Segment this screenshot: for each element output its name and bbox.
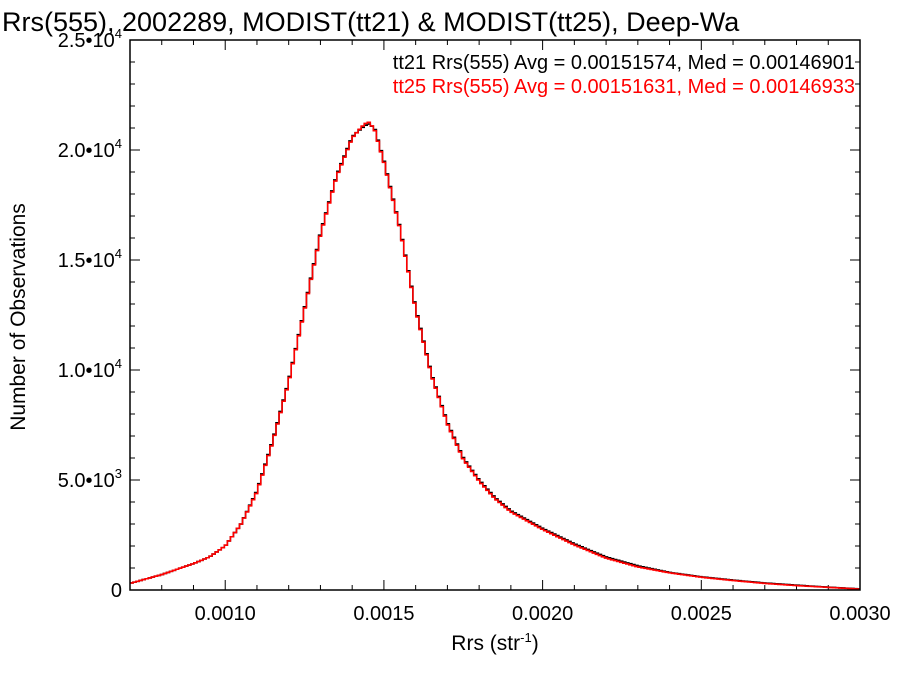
x-axis-ticks: 0.0010 0.0015 0.0020 0.0025 0.0030 (129, 40, 891, 625)
y-tick-label: 0 (111, 580, 122, 602)
y-axis-label: Number of Observations (7, 203, 30, 431)
y-tick-label: 2.0•104 (58, 136, 122, 162)
x-tick-label: 0.0030 (829, 603, 890, 625)
chart-title: Rrs(555), 2002289, MODIST(tt21) & MODIST… (2, 7, 740, 37)
legend: tt21 Rrs(555) Avg = 0.00151574, Med = 0.… (393, 52, 855, 98)
series-line-tt25 (130, 121, 860, 590)
x-tick-label: 0.0015 (353, 603, 414, 625)
legend-entry-tt21: tt21 Rrs(555) Avg = 0.00151574, Med = 0.… (393, 52, 855, 74)
y-tick-label: 2.5•104 (58, 26, 122, 52)
series-group (130, 121, 860, 590)
legend-entry-tt25: tt25 Rrs(555) Avg = 0.00151631, Med = 0.… (393, 76, 855, 98)
x-tick-label: 0.0010 (195, 603, 256, 625)
x-axis-label: Rrs (str-1) (451, 630, 538, 655)
y-tick-label: 1.0•104 (58, 356, 122, 382)
x-axis-label-close: ) (532, 632, 539, 655)
plot-frame (129, 39, 861, 591)
x-tick-label: 0.0020 (512, 603, 573, 625)
x-tick-label: 0.0025 (671, 603, 732, 625)
y-tick-label: 5.0•103 (58, 466, 122, 492)
y-axis-ticks: 0 5.0•103 1.0•104 1.5•104 2.0•104 2.5•104 (58, 26, 860, 602)
y-tick-label: 1.5•104 (58, 246, 122, 272)
x-axis-label-text: Rrs (str (451, 632, 520, 655)
x-axis-label-exponent: -1 (520, 630, 532, 645)
series-line-tt21 (130, 123, 860, 590)
